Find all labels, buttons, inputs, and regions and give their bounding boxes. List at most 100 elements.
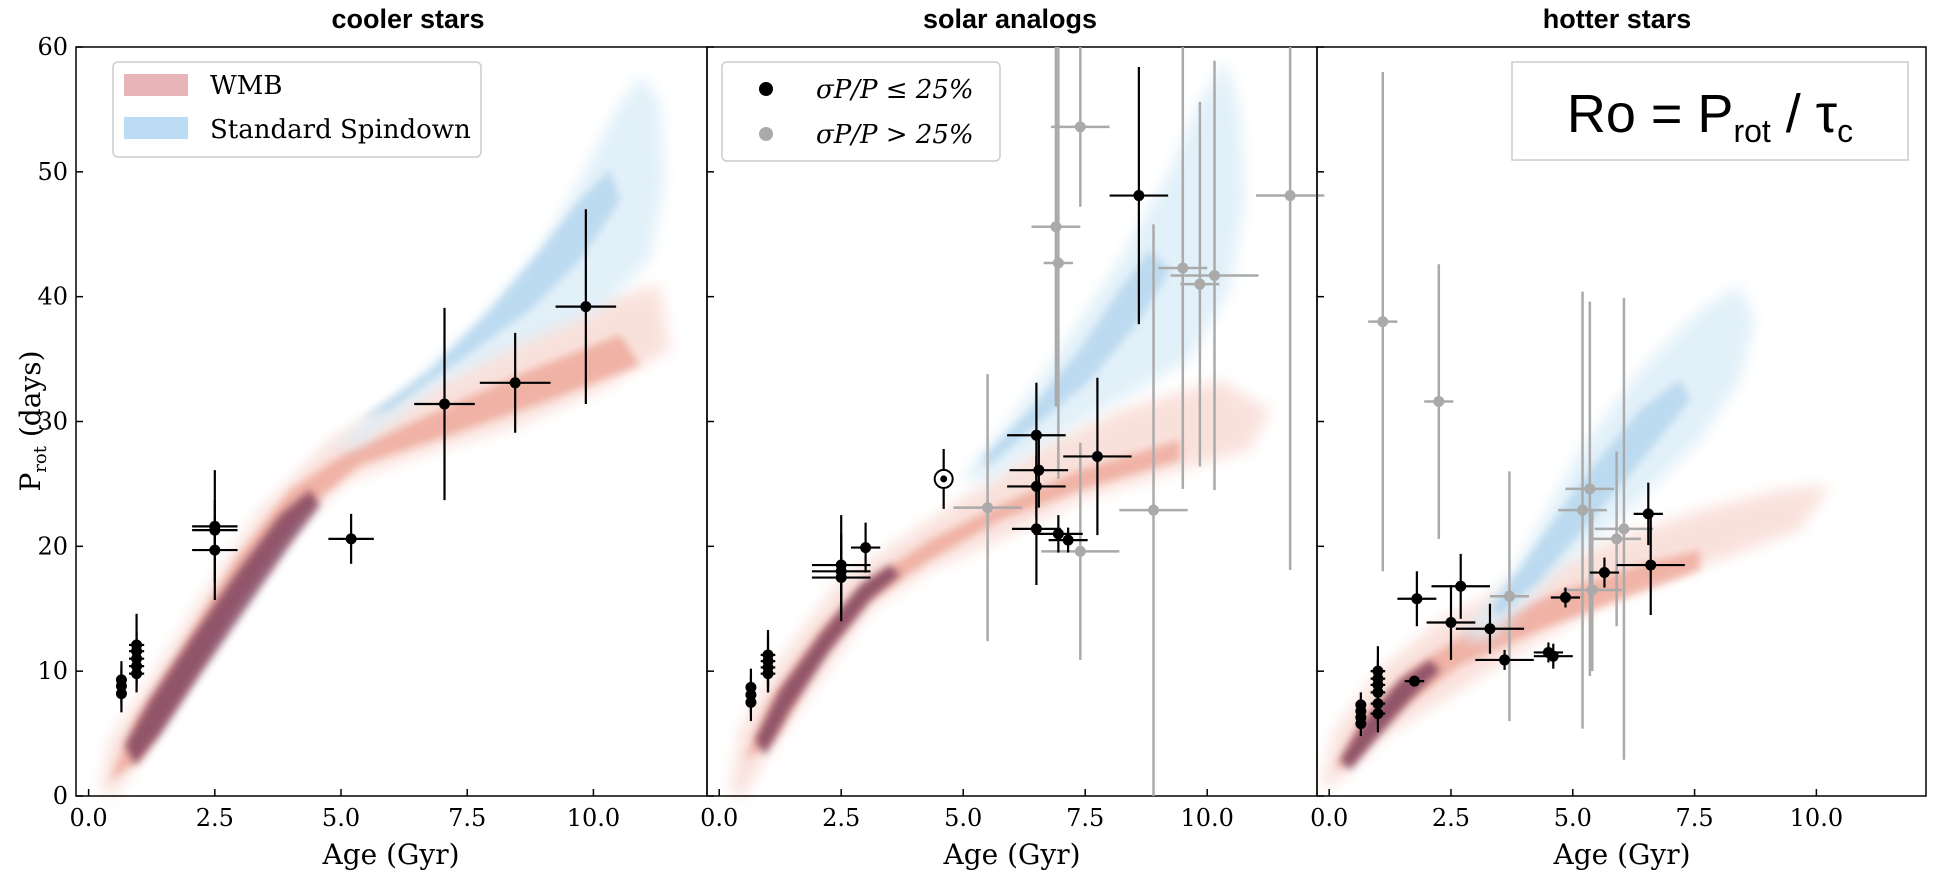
point-marker bbox=[1611, 533, 1623, 545]
point-marker bbox=[1584, 483, 1596, 495]
data-point bbox=[1533, 642, 1564, 663]
y-ticks bbox=[707, 46, 714, 797]
point-marker bbox=[1091, 450, 1103, 462]
data-point bbox=[953, 374, 1022, 642]
data-point bbox=[1048, 527, 1088, 553]
point-marker bbox=[509, 377, 521, 389]
x-tick-label: 7.5 bbox=[448, 804, 486, 832]
formula-frame bbox=[1511, 61, 1909, 161]
data-point bbox=[1563, 508, 1622, 672]
legend-swatch-standard bbox=[124, 117, 188, 139]
wmb-outer bbox=[100, 285, 670, 795]
data-points bbox=[745, 47, 1325, 796]
std-outer bbox=[960, 60, 1245, 480]
model-density-wmb bbox=[1320, 485, 1830, 790]
point-marker bbox=[1052, 257, 1064, 269]
data-point bbox=[1431, 553, 1490, 619]
x-ticks: 0.0 2.5 5.0 7.5 10.0 bbox=[1310, 789, 1843, 832]
point-marker bbox=[1577, 504, 1589, 516]
model-density-standard bbox=[960, 60, 1245, 480]
data-point bbox=[1592, 451, 1641, 627]
x-tick-label: 2.5 bbox=[196, 804, 234, 832]
data-point bbox=[811, 515, 871, 615]
point-marker bbox=[1455, 580, 1467, 592]
legend-box bbox=[721, 61, 1001, 162]
data-point bbox=[1051, 47, 1110, 207]
point-marker bbox=[1559, 592, 1571, 604]
data-point bbox=[1256, 47, 1325, 571]
point-marker bbox=[1074, 545, 1086, 557]
data-point bbox=[1033, 515, 1083, 553]
wmb-core bbox=[125, 490, 320, 765]
x-tick-label: 5.0 bbox=[944, 804, 982, 832]
x-tick-label: 5.0 bbox=[322, 804, 360, 832]
x-tick-label: 10.0 bbox=[1180, 804, 1233, 832]
x-axis-label: Age (Gyr) bbox=[1552, 838, 1690, 871]
x-axis-label: Age (Gyr) bbox=[942, 838, 1080, 871]
data-point bbox=[1424, 264, 1454, 539]
x-ticks: 0.0 2.5 5.0 7.5 10.0 bbox=[700, 789, 1234, 832]
panel-title: solar analogs bbox=[923, 4, 1097, 34]
data-point bbox=[1589, 557, 1620, 588]
formula-mid: / τ bbox=[1771, 84, 1837, 144]
panel-title: hotter stars bbox=[1543, 4, 1692, 34]
y-tick-label: 20 bbox=[37, 532, 68, 560]
panel-solar: solar analogs 0.0 2.5 5.0 7.5 10.0 Age (Gyr)… bbox=[700, 4, 1325, 871]
x-tick-label: 10.0 bbox=[1790, 804, 1843, 832]
y-tick-label: 40 bbox=[37, 283, 68, 311]
data-point bbox=[1533, 643, 1573, 669]
point-marker bbox=[1547, 650, 1559, 662]
legend-marker-good bbox=[759, 82, 773, 96]
data-point bbox=[555, 209, 617, 405]
x-tick-label: 10.0 bbox=[567, 804, 620, 832]
point-marker bbox=[1177, 262, 1189, 274]
y-ticks: 0 10 20 30 40 50 60 bbox=[37, 33, 83, 810]
x-tick-label: 7.5 bbox=[1675, 804, 1713, 832]
data-point bbox=[1180, 101, 1220, 467]
x-tick-label: 0.0 bbox=[70, 804, 108, 832]
point-marker bbox=[1033, 464, 1045, 476]
data-point bbox=[479, 332, 551, 433]
data-point bbox=[1426, 585, 1476, 660]
point-marker bbox=[131, 639, 143, 651]
y-label-sub: rot bbox=[30, 445, 51, 472]
point-marker bbox=[982, 502, 994, 514]
y-tick-label: 50 bbox=[37, 158, 68, 186]
data-points bbox=[115, 209, 617, 713]
point-marker bbox=[1209, 269, 1221, 281]
data-point bbox=[760, 636, 776, 674]
formula-lhs: Ro = P bbox=[1567, 84, 1734, 144]
point-marker bbox=[1503, 590, 1515, 602]
x-tick-label: 2.5 bbox=[1432, 804, 1470, 832]
data-point bbox=[1565, 301, 1615, 677]
data-point bbox=[1558, 291, 1607, 729]
point-marker bbox=[1618, 523, 1630, 535]
data-point bbox=[745, 668, 757, 707]
point-marker bbox=[1194, 278, 1206, 290]
formula-box: Ro = Prot / τc bbox=[1511, 61, 1909, 161]
data-point bbox=[1616, 515, 1685, 615]
wmb-mid bbox=[110, 335, 640, 780]
formula-tau-sub: c bbox=[1837, 113, 1853, 149]
point-marker bbox=[1377, 316, 1389, 328]
legend-label-wmb: WMB bbox=[210, 71, 282, 101]
x-tick-label: 2.5 bbox=[822, 804, 860, 832]
data-point bbox=[850, 522, 881, 573]
model-density-wmb bbox=[730, 380, 1270, 795]
data-point bbox=[1043, 47, 1073, 479]
point-marker bbox=[580, 301, 592, 313]
panel-cooler: cooler stars 0 10 20 30 40 50 60 0.0 2.5 5.0 7.5 1… bbox=[14, 4, 708, 871]
point-marker bbox=[1598, 567, 1610, 579]
data-points bbox=[1355, 71, 1685, 760]
data-point bbox=[1475, 649, 1534, 670]
point-marker bbox=[1050, 221, 1062, 233]
legend-box bbox=[112, 61, 482, 158]
point-marker bbox=[1133, 190, 1145, 202]
point-marker bbox=[1586, 584, 1598, 596]
point-marker bbox=[1645, 559, 1657, 571]
point-marker bbox=[1484, 623, 1496, 635]
data-point bbox=[1355, 692, 1367, 718]
data-point bbox=[1170, 60, 1259, 491]
point-marker bbox=[745, 681, 757, 693]
wmb-mid bbox=[745, 440, 1180, 760]
